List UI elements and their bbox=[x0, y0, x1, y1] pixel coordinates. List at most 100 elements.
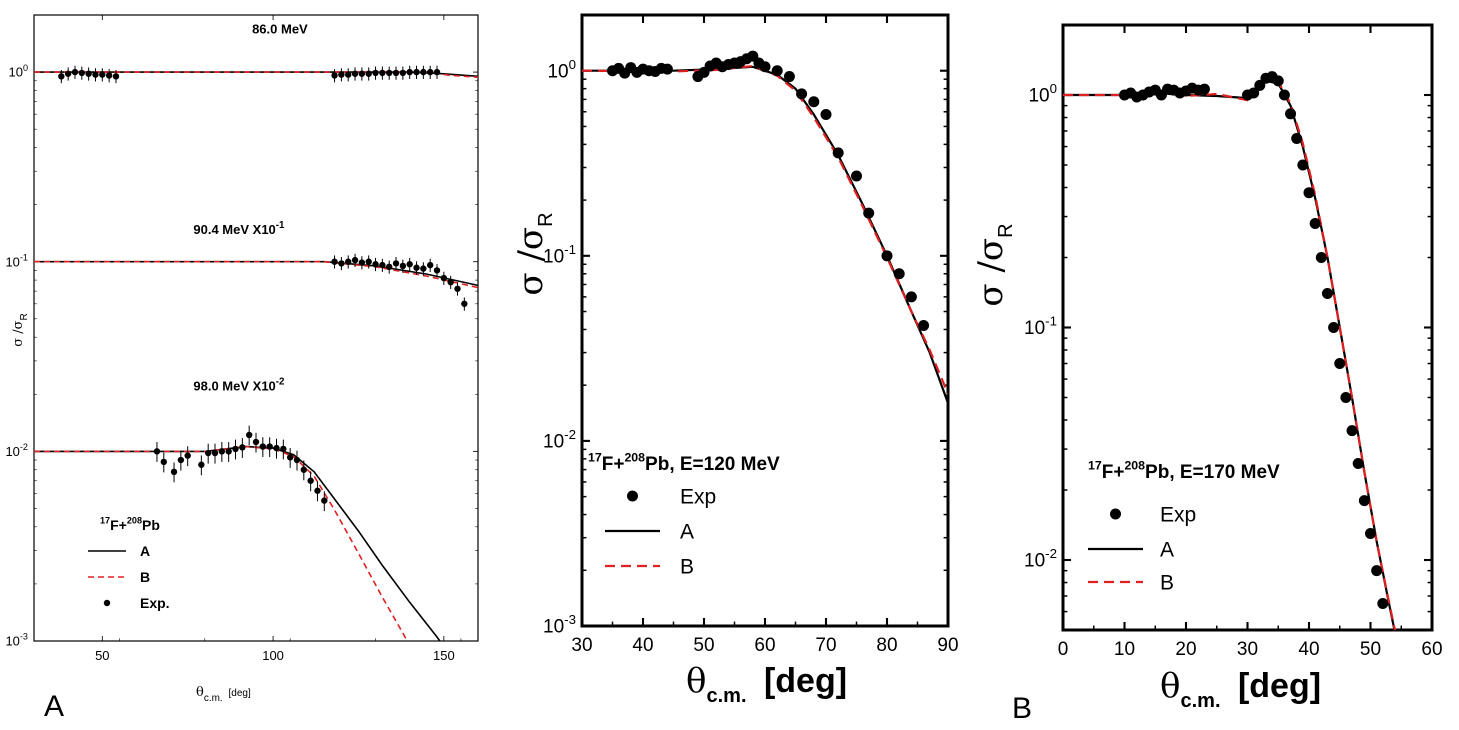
y-tick-label: 100 bbox=[1028, 81, 1057, 107]
data-point bbox=[808, 96, 820, 108]
y-tick-exponent: 0 bbox=[569, 57, 576, 72]
x-tick-label: 30 bbox=[571, 635, 592, 656]
data-point bbox=[426, 261, 434, 269]
y-axis-label: σ /σR bbox=[511, 212, 557, 295]
data-point bbox=[331, 258, 338, 265]
legend-label-b: B bbox=[1160, 571, 1174, 594]
y-tick-label: 10-3 bbox=[5, 632, 28, 649]
legend-title-mass-b: 208 bbox=[1124, 458, 1145, 472]
data-point bbox=[293, 456, 301, 464]
y-axis-label-main: σ /σ bbox=[511, 227, 551, 296]
data-point bbox=[1198, 83, 1210, 95]
y-axis-label-sub: R bbox=[19, 313, 30, 320]
legend-label-a: A bbox=[1160, 538, 1174, 561]
data-point bbox=[273, 444, 280, 452]
y-tick-base: 10 bbox=[543, 617, 564, 638]
legend-label-exp: Exp bbox=[680, 485, 716, 508]
data-point bbox=[112, 73, 120, 80]
data-point bbox=[1334, 358, 1346, 370]
legend: 17F+208Pb AB Exp. bbox=[88, 516, 170, 611]
y-tick-base: 10 bbox=[547, 61, 568, 82]
data-point bbox=[92, 71, 99, 78]
x-tick-label: 50 bbox=[693, 635, 714, 656]
data-point bbox=[406, 261, 413, 268]
y-tick-label: 10-1 bbox=[1024, 314, 1057, 340]
data-point bbox=[170, 468, 178, 476]
series-exp bbox=[607, 50, 930, 332]
x-tick-label: 10 bbox=[1114, 639, 1135, 660]
plot-frame bbox=[580, 13, 950, 628]
x-tick-label: 80 bbox=[876, 635, 897, 656]
data-point bbox=[358, 70, 366, 77]
data-point bbox=[300, 466, 308, 473]
y-tick-base: 10 bbox=[1028, 86, 1049, 107]
x-tick-label: 60 bbox=[754, 635, 775, 656]
y-tick-base: 10 bbox=[5, 254, 19, 269]
data-point bbox=[78, 69, 86, 77]
y-tick-exponent: 0 bbox=[23, 63, 28, 73]
data-point bbox=[1340, 391, 1352, 403]
y-tick-exponent: 0 bbox=[1050, 81, 1057, 96]
data-point bbox=[1291, 132, 1303, 144]
legend-title-rest: Pb bbox=[142, 517, 160, 533]
legend-title-mass-b: 208 bbox=[624, 450, 645, 464]
data-point bbox=[160, 458, 167, 466]
data-point bbox=[447, 278, 454, 286]
data-point bbox=[863, 207, 875, 219]
data-point bbox=[1358, 495, 1370, 507]
data-point bbox=[406, 68, 413, 76]
data-point bbox=[399, 69, 407, 77]
data-point bbox=[379, 69, 386, 77]
data-point bbox=[314, 487, 321, 494]
legend-label-a: A bbox=[680, 520, 694, 543]
panel-letter-label: A bbox=[44, 690, 64, 723]
data-point bbox=[433, 68, 441, 76]
data-point bbox=[893, 268, 905, 280]
data-point bbox=[1365, 528, 1376, 540]
x-tick-label: 100 bbox=[262, 648, 284, 663]
legend-title-mass-a: 17 bbox=[100, 516, 110, 526]
x-axis-label-unit: [deg] bbox=[1229, 667, 1322, 705]
legend-label-b: B bbox=[680, 555, 694, 578]
y-axis-label: σ /σR bbox=[971, 223, 1017, 306]
energy-annotation: 90.4 MeV X10-1 bbox=[193, 220, 285, 237]
x-tick-label: 90 bbox=[937, 635, 958, 656]
data-point bbox=[58, 73, 65, 80]
data-point bbox=[351, 256, 359, 264]
data-point bbox=[1303, 187, 1315, 199]
y-axis-label-main: σ /σ bbox=[11, 320, 26, 346]
x-axis-label-symbol: θ bbox=[1160, 666, 1180, 706]
annotation-text: 86.0 MeV bbox=[252, 21, 308, 36]
x-tick-label: 50 bbox=[95, 648, 109, 663]
y-tick-base: 10 bbox=[543, 432, 564, 453]
y-tick-base: 10 bbox=[8, 65, 22, 80]
data-point bbox=[905, 291, 917, 303]
y-tick-exponent: -1 bbox=[1045, 314, 1057, 329]
data-point bbox=[266, 443, 273, 450]
data-point bbox=[1285, 108, 1297, 120]
data-point bbox=[338, 260, 345, 267]
legend-label-b: B bbox=[140, 569, 150, 585]
data-point bbox=[239, 444, 246, 451]
y-tick-label: 100 bbox=[8, 63, 28, 80]
panel-letter-label: B bbox=[1012, 692, 1032, 725]
plot-area bbox=[34, 65, 478, 641]
data-point bbox=[1321, 288, 1333, 300]
series-exp bbox=[153, 425, 328, 512]
data-point bbox=[225, 448, 232, 455]
legend-title-element-a: F+ bbox=[110, 517, 127, 533]
annotation-exponent: -1 bbox=[276, 220, 285, 231]
data-point bbox=[198, 461, 205, 468]
y-tick-exponent: -2 bbox=[20, 442, 28, 452]
data-point bbox=[204, 449, 212, 457]
y-tick-exponent: -2 bbox=[564, 427, 576, 442]
y-tick-base: 10 bbox=[5, 634, 19, 649]
data-point bbox=[796, 88, 808, 100]
y-axis-label: σ /σR bbox=[11, 313, 30, 347]
data-point bbox=[85, 70, 92, 77]
data-point bbox=[433, 267, 441, 274]
series-exp bbox=[1119, 71, 1389, 610]
legend-title-mass-a: 17 bbox=[1088, 458, 1102, 472]
y-tick-label: 100 bbox=[547, 57, 576, 83]
